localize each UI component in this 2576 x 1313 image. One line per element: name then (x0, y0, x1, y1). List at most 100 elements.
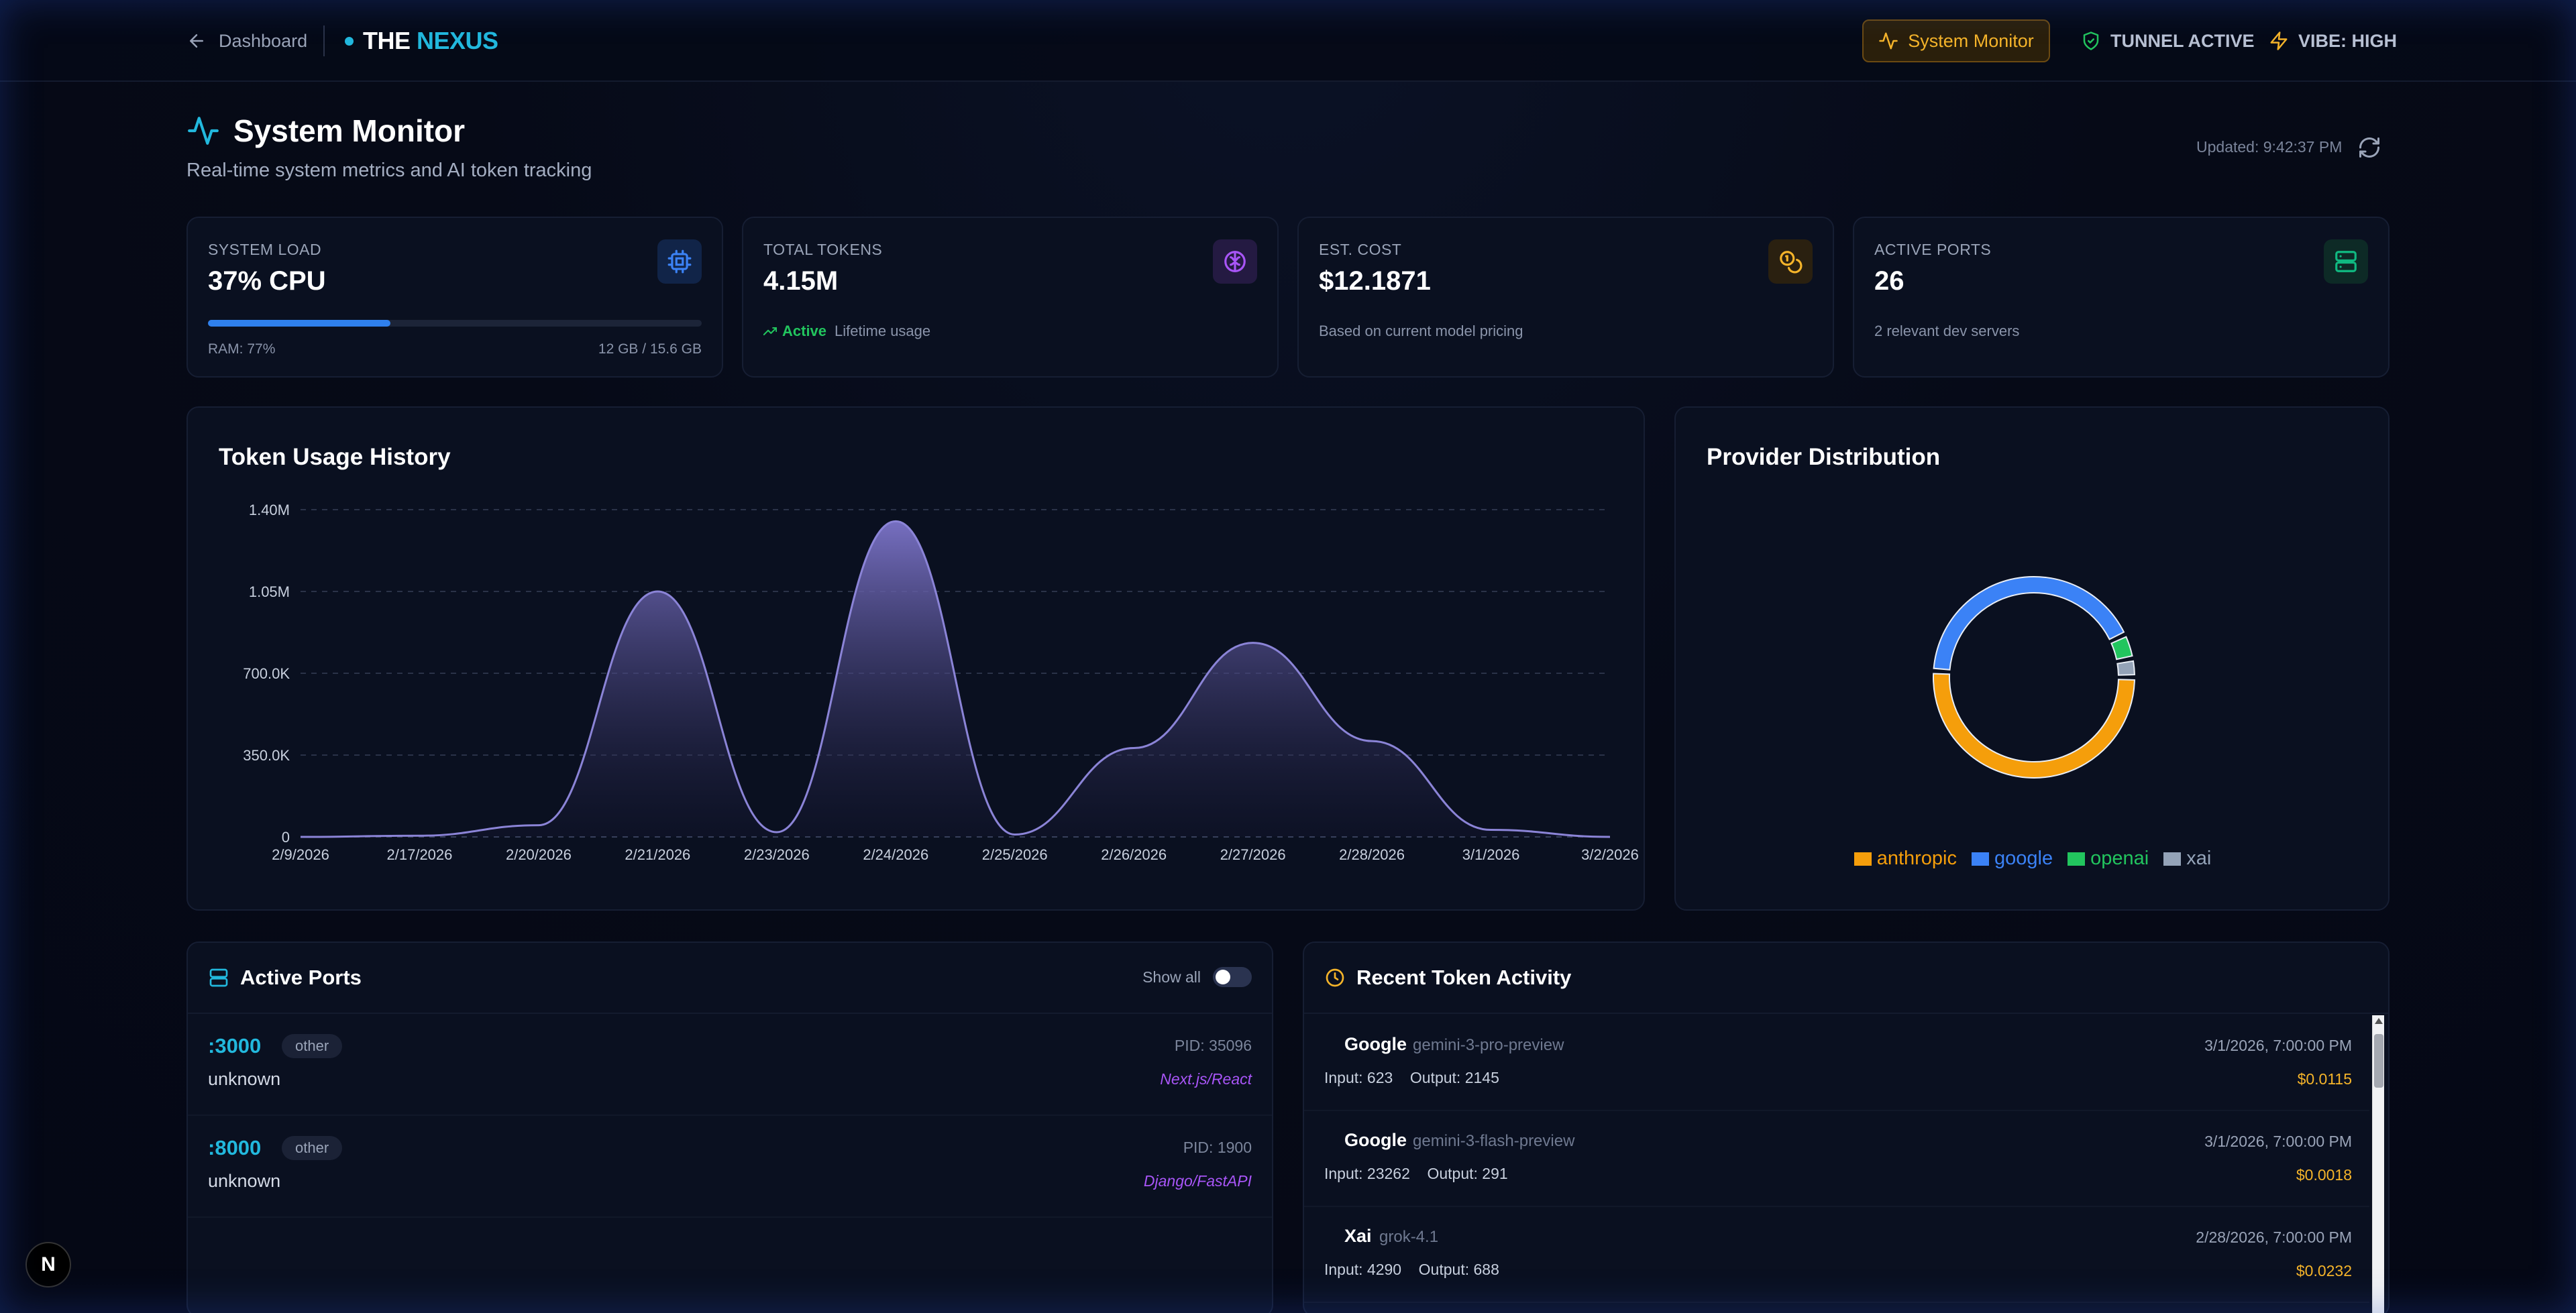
panel-header: Active Ports (188, 943, 1272, 1014)
active-label: Active (782, 323, 827, 339)
port-pid: PID: 1900 (1183, 1139, 1252, 1156)
back-to-dashboard-link[interactable]: Dashboard (186, 27, 307, 55)
tunnel-status: TUNNEL ACTIVE (2081, 19, 2255, 62)
port-number: :8000 (208, 1136, 262, 1159)
legend-item-xai[interactable]: xai (2163, 848, 2211, 870)
stat-value: 4.15M (763, 266, 839, 296)
x-tick-label: 2/17/2026 (387, 846, 453, 863)
legend-item-google[interactable]: google (1972, 848, 2053, 870)
panel-header: Recent Token Activity (1304, 943, 2388, 1014)
legend-swatch (2068, 852, 2086, 866)
panel-title: Recent Token Activity (1356, 966, 1572, 989)
activity-provider: Xai (1344, 1226, 1372, 1246)
cpu-progress-fill (208, 320, 391, 327)
page-title: System Monitor (233, 113, 466, 148)
activity-scrollbar[interactable] (2372, 1015, 2384, 1313)
activity-io: Input: 623 Output: 2145 (1324, 1069, 1499, 1086)
back-label: Dashboard (219, 30, 308, 51)
coins-icon (1780, 251, 1803, 274)
active-ports-panel: Active Ports Show all :3000 other unknow… (186, 941, 1273, 1313)
legend-label: xai (2186, 848, 2212, 869)
tokens-note: Lifetime usage (835, 323, 931, 339)
activity-cost: $0.0018 (2296, 1166, 2352, 1184)
tunnel-status-label: TUNNEL ACTIVE (2110, 30, 2255, 51)
cpu-icon-box (657, 239, 702, 284)
x-tick-label: 2/20/2026 (506, 846, 572, 863)
port-pid: PID: 35096 (1174, 1037, 1252, 1054)
stat-label: TOTAL TOKENS (763, 241, 883, 258)
provider-legend: anthropic google openai xai (1676, 848, 2390, 870)
activity-time: 3/1/2026, 7:00:00 PM (2204, 1037, 2352, 1054)
legend-label: google (1994, 848, 2053, 869)
clock-icon (1326, 968, 1344, 987)
cpu-icon (667, 249, 692, 274)
port-process: unknown (208, 1069, 281, 1089)
port-row[interactable]: :3000 other unknown PID: 35096 Next.js/R… (188, 1014, 1272, 1116)
trending-up-icon (763, 327, 777, 336)
activity-row[interactable]: Google gemini-3-pro-preview 3/1/2026, 7:… (1304, 1015, 2369, 1111)
activity-row[interactable]: Google gemini-3-flash-preview 3/1/2026, … (1304, 1111, 2369, 1207)
token-usage-area-chart: 0 350.0K 700.0K 1.05M 1.40M 2/9/2026 2/17/2026… (243, 502, 1639, 863)
activity-row[interactable]: Xai grok-4.1 2/28/2026, 7:00:00 PM Input… (1304, 1207, 2369, 1303)
activity-model: grok-4.1 (1379, 1228, 1439, 1246)
activity-cost: $0.0115 (2297, 1070, 2352, 1088)
y-tick-label: 350.0K (243, 747, 290, 764)
shield-check-icon (2083, 32, 2099, 50)
activity-cost: $0.0232 (2296, 1262, 2352, 1279)
stat-value: 37% CPU (208, 266, 326, 296)
legend-item-openai[interactable]: openai (2068, 848, 2149, 870)
pie-slice-anthropic (1933, 673, 2135, 779)
x-tick-label: 2/23/2026 (744, 846, 810, 863)
x-tick-label: 3/2/2026 (1581, 846, 1639, 863)
active-ports-card: ACTIVE PORTS 26 2 relevant dev servers (1853, 217, 2390, 378)
top-bar: Dashboard THE NEXUS System Monitor TUNNE… (0, 0, 2576, 82)
port-number: :3000 (208, 1034, 262, 1058)
coins-icon-box (1768, 239, 1813, 284)
port-process: unknown (208, 1171, 281, 1191)
x-tick-label: 2/24/2026 (863, 846, 928, 863)
vibe-status: VIBE: HIGH (2269, 19, 2397, 62)
tokens-sub-note: Active Lifetime usage (763, 323, 930, 340)
scrollbar-thumb[interactable] (2374, 1034, 2383, 1088)
stat-label: SYSTEM LOAD (208, 241, 322, 258)
stat-label: EST. COST (1319, 241, 1402, 258)
port-tag: other (282, 1034, 343, 1058)
provider-donut-chart (1933, 576, 2135, 779)
x-tick-label: 2/28/2026 (1339, 846, 1405, 863)
x-tick-label: 2/26/2026 (1101, 846, 1167, 863)
stat-label: ACTIVE PORTS (1874, 241, 1992, 258)
cpu-progress-bar (208, 320, 702, 327)
legend-label: anthropic (1876, 848, 1957, 869)
scroll-up-arrow-icon[interactable] (2375, 1018, 2383, 1024)
x-tick-label: 2/9/2026 (272, 846, 329, 863)
ram-detail: 12 GB / 15.6 GB (598, 341, 702, 357)
nav-system-monitor-button[interactable]: System Monitor (1862, 19, 2050, 62)
zap-icon (2270, 32, 2288, 50)
legend-swatch (2163, 852, 2182, 866)
nextjs-dev-badge[interactable]: N (25, 1242, 71, 1288)
legend-label: openai (2090, 848, 2149, 869)
brain-icon-box (1213, 239, 1257, 284)
chart-title: Token Usage History (219, 444, 451, 470)
pie-slice-google (1933, 576, 2125, 671)
port-framework: Django/FastAPI (1143, 1172, 1252, 1190)
activity-time: 3/1/2026, 7:00:00 PM (2204, 1133, 2352, 1150)
show-all-toggle[interactable] (1213, 967, 1252, 987)
port-framework: Next.js/React (1160, 1070, 1252, 1088)
activity-time: 2/28/2026, 7:00:00 PM (2196, 1229, 2352, 1246)
brand-dot-icon (345, 36, 354, 46)
ports-note: 2 relevant dev servers (1874, 323, 2020, 339)
brand-logo[interactable]: THE NEXUS (345, 25, 498, 56)
y-tick-label: 1.05M (249, 583, 290, 600)
x-tick-label: 2/27/2026 (1220, 846, 1286, 863)
arrow-left-icon (190, 34, 203, 48)
updated-timestamp: Updated: 9:42:37 PM (2196, 138, 2343, 156)
page-subtitle: Real-time system metrics and AI token tr… (186, 160, 592, 181)
activity-provider: Google (1344, 1034, 1407, 1054)
refresh-icon[interactable] (2357, 135, 2381, 160)
nav-active-label: System Monitor (1908, 30, 2034, 51)
est-cost-card: EST. COST $12.1871 Based on current mode… (1297, 217, 1834, 378)
port-row[interactable]: :8000 other unknown PID: 1900 Django/Fas… (188, 1116, 1272, 1218)
y-tick-label: 1.40M (249, 502, 290, 518)
legend-item-anthropic[interactable]: anthropic (1854, 848, 1957, 870)
